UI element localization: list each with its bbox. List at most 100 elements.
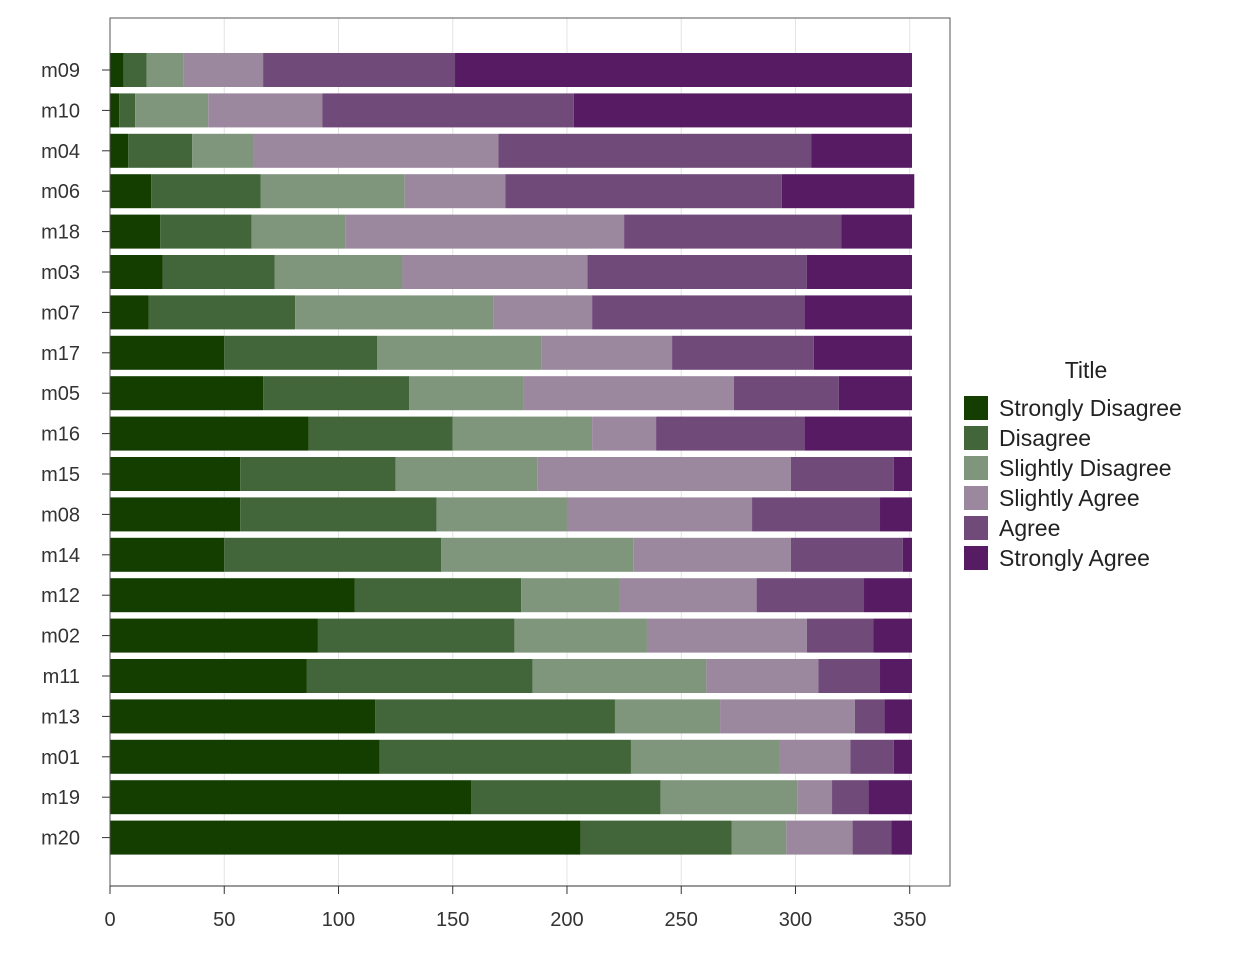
bar-m05-strongly-disagree: [110, 376, 264, 411]
y-tick-label-m14: m14: [41, 545, 80, 567]
bar-m07-strongly-agree: [804, 295, 912, 330]
bar-m12-slightly-agree: [619, 578, 757, 613]
bar-m15-disagree: [240, 457, 396, 491]
legend: Title Strongly Disagree Disagree Slightly …: [964, 357, 1182, 571]
bar-m18-slightly-agree: [345, 214, 625, 249]
bar-m20-slightly-agree: [786, 820, 853, 855]
bar-m11-strongly-disagree: [110, 659, 307, 693]
legend-label-disagree: Disagree: [999, 425, 1091, 451]
bar-m15-strongly-agree: [893, 457, 912, 491]
bar-m02-strongly-agree: [873, 618, 912, 653]
bar-m11-slightly-agree: [706, 659, 819, 693]
y-tick-label-m13: m13: [41, 706, 80, 728]
y-tick-label-m07: m07: [41, 302, 80, 324]
bar-m05-strongly-agree: [838, 376, 912, 411]
x-tick-label-0: 0: [104, 909, 115, 931]
bar-m09-slightly-agree: [183, 53, 264, 87]
y-tick-label-m03: m03: [41, 262, 80, 284]
bar-m18-agree: [624, 214, 842, 249]
bar-m09-disagree: [123, 53, 147, 87]
bar-m14-strongly-disagree: [110, 537, 225, 572]
bar-m08-strongly-agree: [880, 497, 912, 532]
bar-m08-strongly-disagree: [110, 497, 241, 532]
legend-title: Title: [1065, 357, 1108, 383]
x-tick-label-150: 150: [436, 909, 469, 931]
bar-m12-strongly-agree: [864, 578, 912, 613]
x-tick-label-100: 100: [322, 909, 355, 931]
legend-label-slightly-disagree: Slightly Disagree: [999, 455, 1172, 481]
bar-m04-strongly-agree: [811, 133, 912, 168]
bar-m04-disagree: [128, 133, 193, 168]
legend-label-strongly-disagree: Strongly Disagree: [999, 395, 1182, 421]
bar-m01-disagree: [379, 739, 631, 774]
bar-m08-agree: [752, 497, 881, 532]
bar-m11-agree: [818, 659, 881, 693]
bar-m06-slightly-disagree: [260, 174, 405, 209]
bar-m17-disagree: [224, 335, 378, 370]
y-tick-label-m17: m17: [41, 343, 80, 365]
bar-m02-agree: [806, 618, 874, 653]
y-tick-label-m01: m01: [41, 747, 80, 769]
bar-m13-strongly-disagree: [110, 699, 376, 734]
y-tick-label-m04: m04: [41, 141, 80, 163]
bar-m18-strongly-agree: [841, 214, 912, 249]
bar-m04-slightly-disagree: [192, 133, 254, 168]
bar-m10-slightly-disagree: [135, 93, 209, 128]
bar-m16-slightly-agree: [592, 416, 657, 451]
bar-m04-slightly-agree: [253, 133, 499, 168]
legend-swatch-slightly-agree: [964, 486, 988, 510]
bar-m18-strongly-disagree: [110, 214, 161, 249]
bar-m06-disagree: [151, 174, 261, 209]
bar-m17-slightly-disagree: [377, 335, 542, 370]
bar-m15-agree: [790, 457, 894, 491]
bar-m12-slightly-disagree: [521, 578, 620, 613]
legend-label-strongly-agree: Strongly Agree: [999, 545, 1150, 571]
bar-m09-strongly-agree: [455, 53, 912, 87]
bar-m02-strongly-disagree: [110, 618, 318, 653]
bar-m20-strongly-agree: [891, 820, 912, 855]
bar-m07-agree: [592, 295, 805, 330]
legend-swatch-strongly-disagree: [964, 396, 988, 420]
bar-m11-strongly-agree: [880, 659, 912, 693]
bar-m01-strongly-disagree: [110, 739, 380, 774]
bar-m05-slightly-disagree: [409, 376, 524, 411]
bar-m03-strongly-disagree: [110, 255, 163, 289]
bar-m05-agree: [733, 376, 839, 411]
bar-m03-agree: [587, 255, 807, 289]
y-tick-label-m12: m12: [41, 585, 80, 607]
x-tick-label-200: 200: [550, 909, 583, 931]
bar-m06-slightly-agree: [404, 174, 506, 209]
bar-m16-strongly-disagree: [110, 416, 309, 451]
bar-m05-disagree: [263, 376, 410, 411]
legend-swatch-slightly-disagree: [964, 456, 988, 480]
bar-m07-strongly-disagree: [110, 295, 149, 330]
bar-m12-disagree: [354, 578, 522, 613]
x-tick-label-300: 300: [779, 909, 812, 931]
y-tick-label-m10: m10: [41, 100, 80, 122]
bar-m01-agree: [850, 739, 894, 774]
bar-m14-slightly-agree: [633, 537, 791, 572]
bar-m15-slightly-disagree: [395, 457, 538, 491]
bar-m15-slightly-agree: [537, 457, 791, 491]
y-tick-label-m09: m09: [41, 60, 80, 82]
bar-m13-slightly-agree: [720, 699, 855, 734]
bar-m03-slightly-agree: [402, 255, 588, 289]
bars: [110, 53, 915, 855]
y-tick-label-m02: m02: [41, 626, 80, 648]
bar-m19-slightly-agree: [797, 780, 833, 815]
y-tick-label-m08: m08: [41, 504, 80, 526]
bar-m10-agree: [322, 93, 574, 128]
bar-m06-agree: [505, 174, 782, 209]
y-tick-label-m16: m16: [41, 424, 80, 446]
bar-m14-slightly-disagree: [441, 537, 634, 572]
bar-m02-slightly-agree: [646, 618, 807, 653]
bar-m07-disagree: [148, 295, 296, 330]
bar-m18-disagree: [160, 214, 252, 249]
bar-m02-slightly-disagree: [514, 618, 647, 653]
bar-m08-slightly-agree: [566, 497, 753, 532]
x-axis: 0 50 100 150 200 250 300 350: [104, 885, 926, 931]
bar-m10-disagree: [119, 93, 136, 128]
bar-m17-agree: [672, 335, 814, 370]
bar-m07-slightly-agree: [493, 295, 593, 330]
bar-m01-slightly-disagree: [630, 739, 780, 774]
